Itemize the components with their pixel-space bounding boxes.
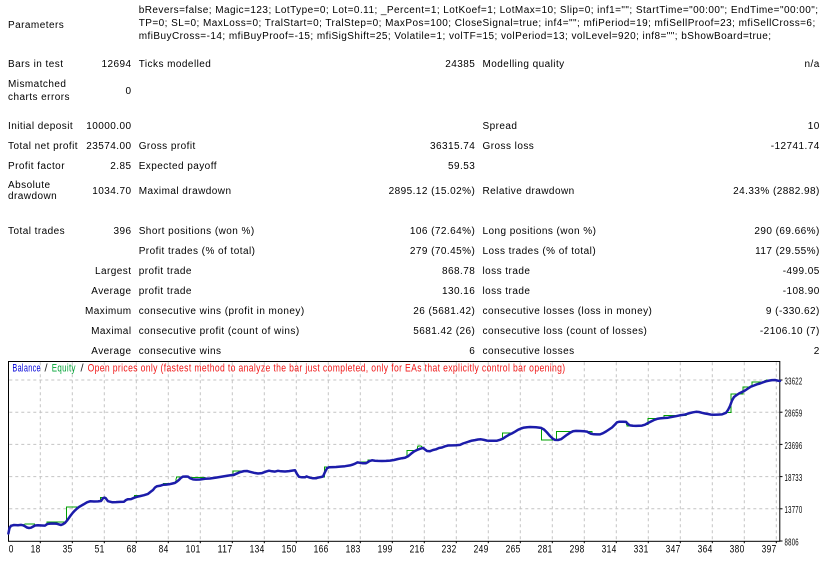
svg-text:35: 35 bbox=[63, 543, 73, 555]
svg-text:397: 397 bbox=[762, 543, 777, 555]
svg-text:68: 68 bbox=[127, 543, 137, 555]
svg-text:249: 249 bbox=[474, 543, 489, 555]
svg-text:84: 84 bbox=[159, 543, 169, 555]
svg-text:/: / bbox=[45, 362, 49, 374]
svg-text:314: 314 bbox=[602, 543, 617, 555]
svg-text:13770: 13770 bbox=[785, 505, 803, 516]
svg-text:298: 298 bbox=[570, 543, 585, 555]
svg-text:380: 380 bbox=[730, 543, 745, 555]
svg-text:199: 199 bbox=[378, 543, 393, 555]
svg-text:Equity: Equity bbox=[52, 362, 76, 374]
svg-text:101: 101 bbox=[186, 543, 201, 555]
svg-text:166: 166 bbox=[314, 543, 329, 555]
svg-text:Open prices only (fastest meth: Open prices only (fastest method to anal… bbox=[88, 362, 566, 374]
svg-text:364: 364 bbox=[698, 543, 713, 555]
svg-text:33622: 33622 bbox=[785, 376, 803, 387]
svg-text:331: 331 bbox=[634, 543, 649, 555]
svg-text:Balance: Balance bbox=[12, 362, 40, 374]
svg-text:51: 51 bbox=[95, 543, 105, 555]
svg-text:281: 281 bbox=[538, 543, 553, 555]
svg-text:18: 18 bbox=[31, 543, 41, 555]
svg-text:183: 183 bbox=[346, 543, 361, 555]
svg-text:117: 117 bbox=[218, 543, 233, 555]
svg-text:8806: 8806 bbox=[785, 537, 799, 548]
svg-text:216: 216 bbox=[410, 543, 425, 555]
svg-text:134: 134 bbox=[250, 543, 265, 555]
svg-text:265: 265 bbox=[506, 543, 521, 555]
svg-text:18733: 18733 bbox=[785, 473, 803, 484]
svg-text:0: 0 bbox=[9, 543, 14, 555]
svg-text:28659: 28659 bbox=[785, 409, 803, 420]
svg-text:/: / bbox=[81, 362, 85, 374]
svg-text:232: 232 bbox=[442, 543, 457, 555]
svg-text:23696: 23696 bbox=[785, 441, 803, 452]
svg-text:150: 150 bbox=[282, 543, 297, 555]
svg-text:347: 347 bbox=[666, 543, 681, 555]
